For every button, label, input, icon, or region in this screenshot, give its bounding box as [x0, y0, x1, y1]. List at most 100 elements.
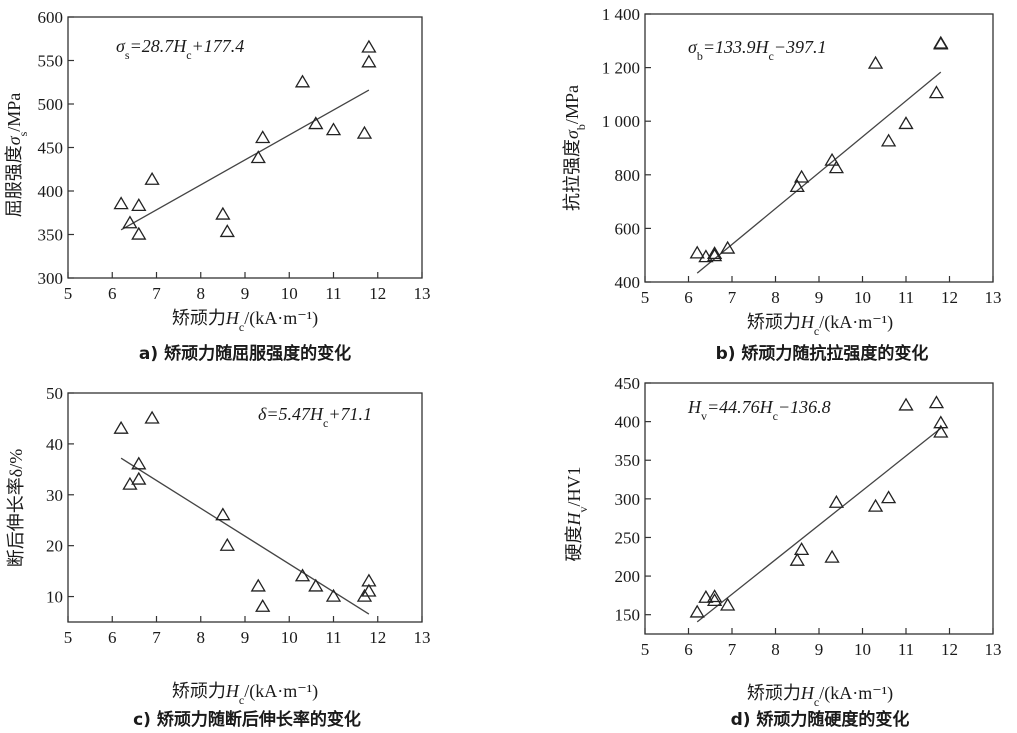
data-point-triangle — [898, 397, 914, 411]
x-tick-label: 9 — [815, 288, 824, 307]
chart-panel-c: 5 6 7 8 9 10 11 12 13 10 20 30 40 50 δ=5.47Hc+71.1 矫顽力H… — [6, 384, 431, 730]
chart-panel-a: 5 6 7 8 9 10 11 12 13 300 350 400 450 500 550 600 σs=28.… — [4, 8, 431, 364]
data-point-triangle — [720, 240, 736, 254]
fit-line — [120, 89, 370, 231]
data-point-triangle — [793, 169, 810, 183]
x-tick-label: 8 — [771, 288, 780, 307]
x-tick-label: 11 — [898, 640, 914, 659]
data-point-triangle — [928, 85, 945, 99]
fit-equation: σb=133.9Hc−397.1 — [688, 37, 827, 63]
x-tick-label: 9 — [241, 628, 250, 647]
x-tick-label: 8 — [197, 628, 206, 647]
x-tick-label: 5 — [641, 288, 650, 307]
x-tick-label: 12 — [941, 640, 958, 659]
data-point-triangle — [215, 507, 231, 521]
data-point-triangle — [824, 152, 840, 166]
y-tick-label: 450 — [615, 374, 641, 393]
panel-caption: c) 矫顽力随断后伸长率的变化 — [133, 709, 361, 730]
data-point-triangle — [250, 578, 266, 592]
chart-panel-d: 5 6 7 8 9 10 11 12 13 150 200 250 300 350 400 450 Hv=44.… — [564, 374, 1002, 730]
x-tick-label: 13 — [985, 640, 1002, 659]
y-tick-label: 400 — [615, 273, 641, 292]
x-tick-label: 13 — [414, 284, 431, 303]
data-point-triangle — [308, 116, 324, 130]
y-tick-label: 600 — [615, 219, 641, 238]
x-tick-label: 8 — [197, 284, 206, 303]
y-tick-label: 250 — [615, 528, 641, 547]
x-axis-label: 矫顽力Hc/(kA·m⁻¹) — [747, 312, 893, 338]
plot-frame — [67, 392, 423, 623]
data-point-triangle — [689, 245, 705, 259]
x-tick-label: 5 — [641, 640, 650, 659]
x-tick-label: 10 — [281, 628, 298, 647]
x-tick-label: 13 — [414, 628, 431, 647]
x-tick-label: 11 — [898, 288, 914, 307]
x-tick-label: 7 — [728, 640, 737, 659]
y-tick-label: 10 — [46, 588, 63, 607]
data-point-triangle — [706, 248, 723, 262]
data-point-triangle — [131, 471, 147, 485]
x-axis-label: 矫顽力Hc/(kA·m⁻¹) — [747, 683, 893, 709]
fit-equation: Hv=44.76Hc−136.8 — [687, 397, 831, 423]
x-tick-label: 10 — [281, 284, 298, 303]
y-tick-label: 150 — [615, 606, 641, 625]
y-tick-label: 20 — [46, 537, 63, 556]
x-tick-label: 6 — [108, 628, 117, 647]
x-tick-label: 10 — [854, 288, 871, 307]
y-tick-label: 800 — [615, 166, 641, 185]
data-point-triangle — [294, 74, 311, 88]
data-point-triangle — [361, 583, 377, 597]
y-tick-label: 500 — [38, 95, 64, 114]
x-tick-label: 6 — [684, 288, 693, 307]
data-point-triangle — [361, 54, 377, 68]
x-tick-label: 5 — [64, 628, 73, 647]
y-axis-label: 断后伸长率δ/% — [6, 449, 26, 567]
y-tick-label: 400 — [38, 182, 64, 201]
data-point-triangle — [144, 410, 160, 424]
panel-caption: a) 矫顽力随屈服强度的变化 — [139, 343, 351, 364]
y-tick-label: 50 — [46, 384, 63, 403]
x-tick-label: 9 — [241, 284, 250, 303]
y-tick-label: 450 — [38, 139, 64, 158]
data-point-triangle — [131, 226, 147, 240]
data-point-triangle — [828, 160, 845, 174]
y-tick-label: 550 — [38, 52, 64, 71]
data-point-triangle — [933, 36, 949, 50]
data-point-triangle — [789, 552, 805, 566]
x-tick-label: 9 — [815, 640, 824, 659]
plot-frame — [644, 382, 994, 635]
data-point-triangle — [898, 116, 914, 130]
x-axis-label: 矫顽力Hc/(kA·m⁻¹) — [172, 681, 318, 707]
x-tick-label: 6 — [108, 284, 117, 303]
x-tick-label: 13 — [985, 288, 1002, 307]
x-tick-label: 10 — [854, 640, 871, 659]
data-point-triangle — [255, 598, 271, 612]
data-point-triangle — [122, 215, 138, 229]
y-tick-label: 350 — [615, 451, 641, 470]
data-point-triangle — [325, 122, 342, 136]
data-point-triangle — [215, 206, 231, 220]
y-tick-label: 1 400 — [602, 5, 640, 24]
data-point-triangle — [219, 537, 235, 551]
x-axis-label: 矫顽力Hc/(kA·m⁻¹) — [172, 308, 318, 334]
data-point-triangle — [361, 39, 377, 53]
data-point-triangle — [689, 604, 705, 618]
fit-equation: δ=5.47Hc+71.1 — [258, 404, 372, 430]
data-point-triangle — [793, 542, 810, 556]
data-point-triangle — [867, 55, 884, 69]
x-tick-label: 11 — [325, 284, 341, 303]
y-tick-label: 1 200 — [602, 59, 640, 78]
data-point-triangle — [294, 568, 311, 582]
y-tick-label: 600 — [38, 8, 64, 27]
y-axis-label: 抗拉强度σb/MPa — [562, 85, 588, 211]
data-point-triangle — [308, 578, 324, 592]
data-point-triangle — [219, 224, 235, 238]
data-point-triangle — [113, 196, 129, 210]
data-point-triangle — [706, 589, 723, 603]
y-tick-label: 300 — [615, 490, 641, 509]
y-tick-label: 40 — [46, 435, 63, 454]
panel-caption: b) 矫顽力随抗拉强度的变化 — [716, 343, 929, 364]
fit-line — [696, 427, 942, 623]
data-point-triangle — [867, 498, 884, 512]
